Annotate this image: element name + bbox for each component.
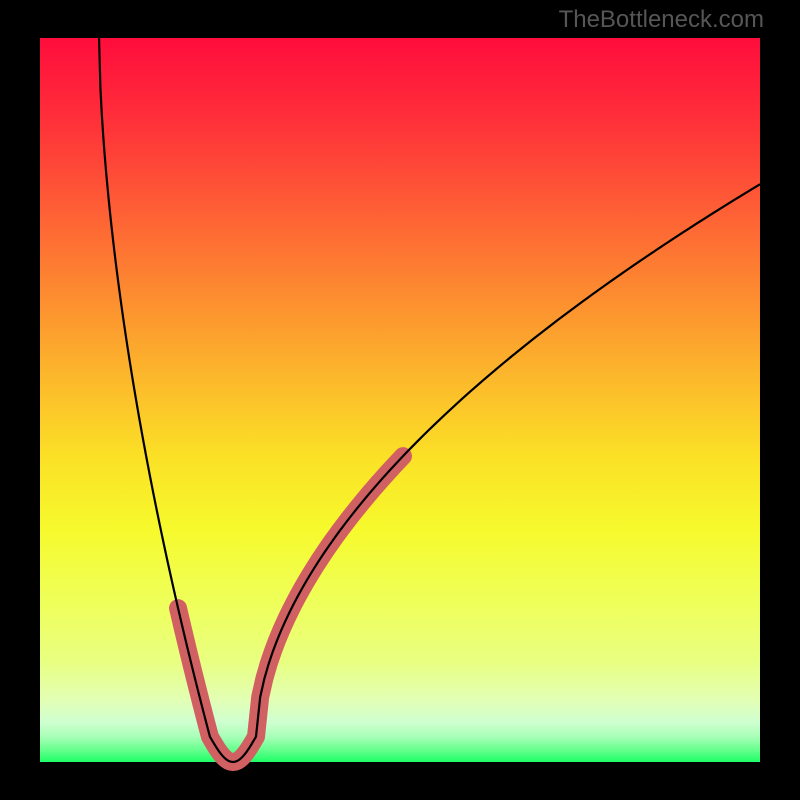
- chart-container: TheBottleneck.com: [0, 0, 800, 800]
- bottleneck-curve: [40, 38, 760, 762]
- plot-area: [40, 38, 760, 762]
- bottleneck-curve-line: [99, 38, 760, 762]
- watermark-text: TheBottleneck.com: [559, 6, 764, 34]
